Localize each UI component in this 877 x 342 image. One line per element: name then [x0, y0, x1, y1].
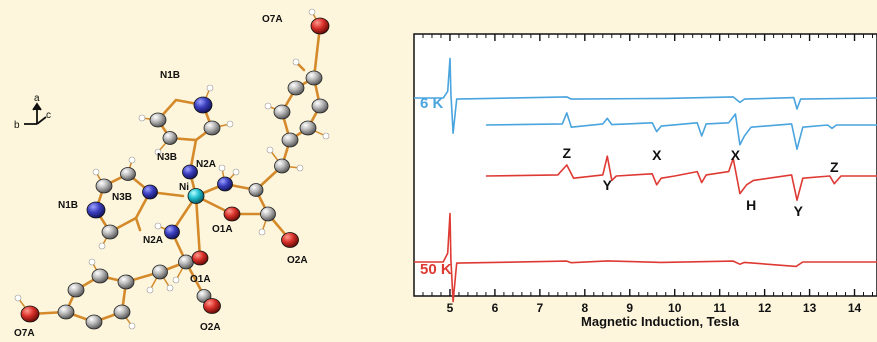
x-tick-label: 14: [848, 301, 862, 315]
crystal-axes: [24, 102, 47, 125]
temperature-label-6k: 6 K: [420, 95, 444, 112]
x-tick-label: 13: [803, 301, 817, 315]
atom-label-n3b-left: N3B: [112, 192, 132, 203]
x-tick-labels: 5 6 7 8 9 10 11 12 13 14: [447, 301, 862, 315]
x-tick-label: 12: [758, 301, 772, 315]
atom-label-ni: Ni: [179, 182, 189, 193]
atom-label-n2a-right: N2A: [196, 159, 216, 170]
x-tick-label: 7: [537, 301, 544, 315]
axis-label-c: c: [46, 110, 51, 121]
peak-label: Y: [603, 177, 613, 193]
atom-label-o2a-right: O2A: [287, 255, 308, 266]
spectrum-trace: [414, 212, 877, 303]
x-axis-label: Magnetic Induction, Tesla: [581, 314, 740, 329]
nitrogen-atoms: [86, 96, 233, 240]
peak-label: X: [652, 147, 662, 163]
atom-label-n3b-top: N3B: [157, 152, 177, 163]
spectrum-traces: [414, 57, 877, 303]
axis-label-b: b: [14, 120, 20, 131]
x-tick-label: 8: [581, 301, 588, 315]
atom-labels: O7A N1B N3B N2A N1B N3B Ni O1A O2A N2A O…: [14, 14, 308, 339]
atom-label-o1a-right: O1A: [212, 224, 233, 235]
x-tick-label: 9: [626, 301, 633, 315]
plot-area: [413, 33, 877, 297]
atom-label-o1a-lower: O1A: [190, 274, 211, 285]
x-tick-label: 10: [668, 301, 682, 315]
carbon-atoms: [57, 70, 329, 330]
axis-label-a: a: [34, 93, 40, 104]
peak-label: Z: [563, 145, 572, 161]
atom-label-o7a-lower: O7A: [14, 328, 35, 339]
atom-label-n2a-lower: N2A: [143, 235, 163, 246]
peak-label: X: [731, 147, 741, 163]
x-tick-label: 6: [492, 301, 499, 315]
atom-label-o7a-top: O7A: [262, 14, 283, 25]
peak-label: Z: [830, 159, 839, 175]
x-tick-label: 5: [447, 301, 454, 315]
atom-label-n1b-top: N1B: [160, 70, 180, 81]
temperature-label-50k: 50 K: [420, 261, 452, 278]
crystal-structure-diagram: O7A N1B N3B N2A N1B N3B Ni O1A O2A N2A O…: [14, 8, 330, 339]
atom-label-o2a-lower: O2A: [200, 322, 221, 333]
hydrogen-atoms: [14, 8, 330, 330]
axis-ticks: [413, 34, 874, 296]
spectrum-trace: [485, 112, 877, 150]
spectrum-trace: [485, 155, 877, 201]
oxygen-atoms: [20, 17, 330, 323]
peak-annotations: Z Y X X H Y Z: [563, 145, 839, 219]
spectrum-trace: [414, 57, 877, 134]
atom-label-n1b-left: N1B: [58, 200, 78, 211]
peak-label: Y: [794, 203, 804, 219]
nickel-atom: [187, 188, 205, 204]
peak-label: H: [746, 197, 756, 213]
x-tick-label: 11: [713, 301, 726, 315]
